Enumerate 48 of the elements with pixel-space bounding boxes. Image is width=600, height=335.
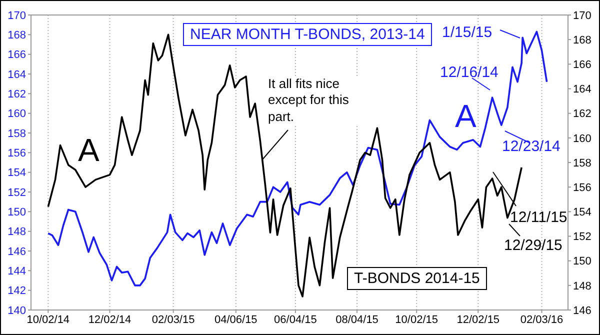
y-tick-label: 160 (8, 108, 26, 120)
annotation: 12/29/15 (504, 237, 564, 256)
y-tick-label: 168 (8, 30, 26, 42)
y-tick-label: 158 (8, 128, 26, 140)
y2-tick-label: 164 (573, 84, 592, 96)
y2-tick-label: 170 (573, 10, 592, 22)
annotation: A (78, 131, 100, 170)
y-tick-label: 150 (8, 206, 26, 219)
annotation: It all fits nice except for this part. (268, 76, 368, 125)
annotation: A (455, 97, 478, 136)
y2-tick-label: 146 (573, 304, 592, 317)
annotation: 1/15/15 (442, 24, 494, 43)
x-tick-label: 02/03/15 (152, 314, 195, 326)
y-tick-label: 142 (8, 285, 26, 298)
y-tick-label: 146 (8, 246, 26, 258)
annotation: 12/11/15 (510, 209, 568, 226)
series-label: T-BONDS 2014-15 (347, 267, 487, 290)
y2-tick-label: 162 (573, 108, 592, 120)
y-tick-label: 166 (8, 49, 26, 62)
y-tick-label: 154 (8, 167, 26, 180)
y2-tick-label: 150 (573, 256, 592, 268)
x-tick-label: 10/02/14 (26, 314, 70, 326)
y2-tick-label: 156 (573, 182, 592, 194)
y2-tick-label: 160 (573, 132, 592, 145)
y-tick-label: 164 (8, 68, 26, 81)
y2-tick-label: 166 (573, 59, 592, 72)
annotation: 12/16/14 (440, 64, 500, 83)
y2-tick-label: 152 (573, 231, 592, 244)
x-tick-label: 06/04/15 (274, 314, 317, 326)
y-tick-label: 144 (8, 266, 26, 278)
y2-tick-label: 158 (573, 157, 592, 170)
y2-tick-label: 168 (573, 34, 592, 46)
x-tick-label: 04/06/15 (214, 314, 258, 326)
y-tick-label: 162 (8, 88, 26, 101)
y-tick-label: 148 (8, 226, 26, 238)
y2-tick-label: 148 (573, 280, 592, 292)
text: NEAR MONTH T-BONDS, 2013-14 (183, 23, 432, 46)
x-tick-label: 12/02/14 (88, 314, 132, 326)
annotation: 12/23/14 (502, 138, 562, 157)
x-tick-label: 08/04/15 (336, 314, 378, 326)
x-tick-label: 10/02/15 (395, 314, 438, 326)
y-tick-label: 156 (8, 148, 26, 160)
y-tick-label: 152 (8, 186, 26, 199)
x-tick-label: 12/02/15 (456, 314, 500, 326)
x-tick-label: 02/03/16 (520, 314, 564, 326)
y-tick-label: 170 (8, 10, 26, 22)
y-tick-label: 140 (8, 304, 26, 317)
y2-tick-label: 154 (573, 206, 592, 219)
